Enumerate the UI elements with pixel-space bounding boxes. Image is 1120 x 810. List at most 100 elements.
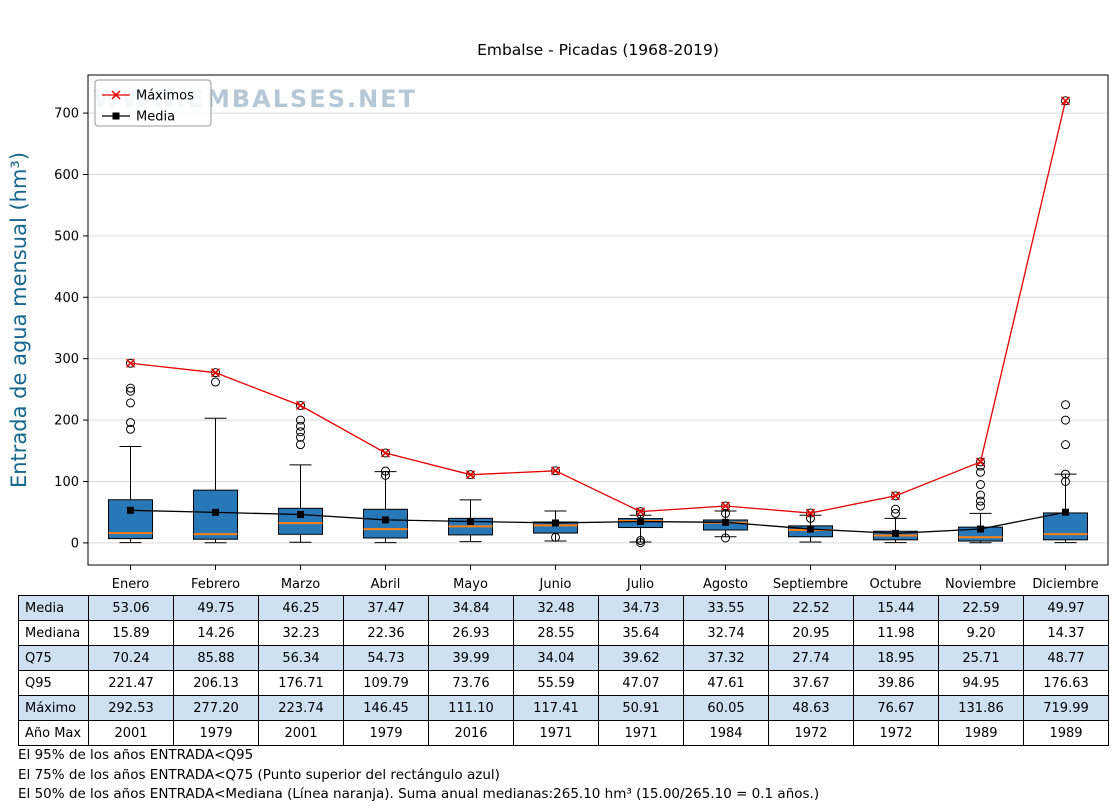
boxplot-group (108, 358, 153, 544)
outlier-marker (976, 496, 985, 506)
footnote-q75: El 75% de los años ENTRADA<Q75 (Punto su… (18, 766, 500, 783)
outlier-marker (891, 508, 900, 518)
stat-cell: 39.62 (598, 645, 684, 671)
x-marker (805, 508, 816, 518)
outlier-marker (296, 415, 305, 425)
y-tick-label: 300 (54, 352, 79, 367)
iqr-box (108, 499, 153, 540)
x-tick-label: Marzo (281, 577, 320, 592)
stat-cell: 117.41 (513, 695, 599, 721)
outlier-marker (721, 508, 730, 518)
x-tick-label: Julio (626, 577, 654, 592)
x-tick-label: Junio (539, 577, 572, 592)
stat-cell: 55.59 (513, 670, 599, 696)
x-tick-label: Octubre (869, 577, 921, 592)
outlier-marker (806, 513, 815, 523)
gridlines (88, 112, 1108, 544)
x-tick-label: Agosto (703, 577, 748, 592)
outlier-marker (1061, 400, 1070, 410)
x-marker (720, 501, 731, 511)
square-marker (552, 519, 559, 527)
square-marker (807, 525, 814, 533)
x-marker (210, 368, 221, 378)
stat-cell: 85.88 (173, 645, 259, 671)
x-marker (295, 400, 306, 411)
y-tick-label: 100 (54, 475, 79, 490)
legend-box (94, 79, 212, 127)
outlier-marker (976, 457, 985, 467)
footnote-q95: El 95% de los años ENTRADA<Q95 (18, 747, 254, 763)
stat-cell: 221.47 (88, 670, 174, 696)
y-tick-label: 400 (54, 291, 79, 306)
outlier-marker (636, 538, 645, 548)
outlier-marker (636, 535, 645, 545)
row-label: Q75 (18, 645, 89, 671)
row-label: Máximo (18, 695, 89, 721)
iqr-box (1043, 512, 1088, 541)
stat-cell: 22.52 (768, 595, 854, 621)
table-row: Q95 221.47 206.13 176.71 109.79 73.76 55.59 47.… (18, 670, 1109, 696)
series-line (130, 100, 1067, 514)
stat-cell: 15.89 (88, 620, 174, 646)
outlier-marker (636, 509, 645, 519)
series-line-group (127, 506, 1069, 537)
outlier-marker (1061, 469, 1070, 479)
boxplot-group (278, 401, 323, 543)
stat-cell: 1989 (1023, 720, 1109, 746)
legend: Máximos Media (94, 79, 212, 127)
stat-cell: 70.24 (88, 645, 174, 671)
outlier-marker (551, 532, 560, 542)
stat-cell: 176.71 (258, 670, 344, 696)
boxplot-group (958, 457, 1003, 544)
x-marker (125, 358, 136, 368)
square-marker (212, 508, 219, 516)
stat-cell: 32.23 (258, 620, 344, 646)
stat-cell: 109.79 (343, 670, 429, 696)
legend-entry-label: Máximos (136, 89, 194, 104)
stat-cell: 37.47 (343, 595, 429, 621)
stat-cell: 39.99 (428, 645, 514, 671)
stat-cell: 1972 (853, 720, 939, 746)
stat-cell: 34.84 (428, 595, 514, 621)
stat-cell: 56.34 (258, 645, 344, 671)
x-tick-label: Enero (112, 577, 150, 592)
stat-cell: 146.45 (343, 695, 429, 721)
square-marker (637, 518, 644, 526)
stat-cell: 1979 (343, 720, 429, 746)
stat-cell: 33.55 (683, 595, 769, 621)
stat-cell: 35.64 (598, 620, 684, 646)
stat-cell: 9.20 (938, 620, 1024, 646)
square-marker (467, 518, 474, 526)
y-axis-label: Entrada de agua mensual (hm³) (7, 152, 31, 488)
boxplot-group (363, 448, 408, 544)
stat-cell: 37.32 (683, 645, 769, 671)
stat-cell: 277.20 (173, 695, 259, 721)
stat-cell: 49.75 (173, 595, 259, 621)
outlier-marker (1061, 415, 1070, 425)
stat-cell: 32.48 (513, 595, 599, 621)
legend-x-marker (111, 90, 121, 100)
x-tick-label: Septiembre (773, 577, 848, 592)
boxplot-group (1043, 96, 1088, 544)
outlier-marker (296, 427, 305, 437)
x-tick-label: Abril (371, 577, 401, 592)
stat-cell: 1971 (598, 720, 684, 746)
plot-area (108, 96, 1088, 548)
row-label: Mediana (18, 620, 89, 646)
stat-cell: 39.86 (853, 670, 939, 696)
outlier-marker (1061, 96, 1070, 106)
x-marker (380, 448, 391, 458)
stat-cell: 48.63 (768, 695, 854, 721)
plot-frame (87, 74, 1109, 566)
x-tick-label: Febrero (191, 577, 240, 592)
series-line-group (125, 96, 1071, 518)
stat-cell: 22.59 (938, 595, 1024, 621)
stat-cell: 20.95 (768, 620, 854, 646)
row-label: Año Max (18, 720, 89, 746)
outlier-marker (976, 480, 985, 490)
stat-cell: 2001 (88, 720, 174, 746)
stat-cell: 206.13 (173, 670, 259, 696)
boxplot-group (618, 507, 663, 548)
square-marker (722, 518, 729, 526)
